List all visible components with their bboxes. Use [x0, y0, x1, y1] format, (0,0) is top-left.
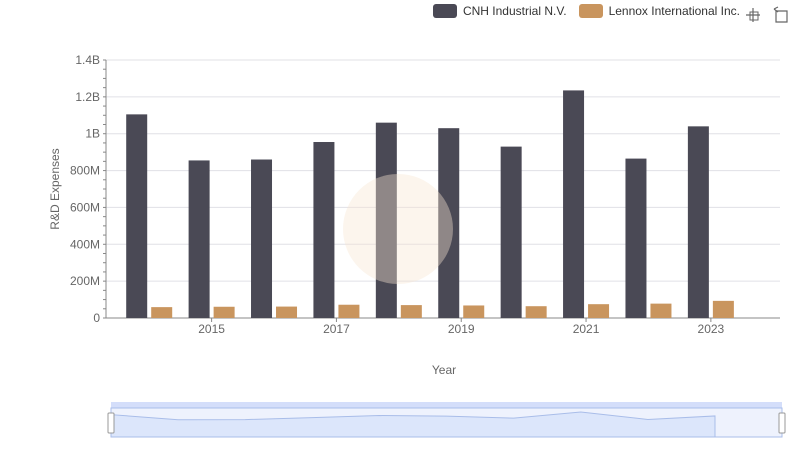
legend-item-cnh[interactable]: CNH Industrial N.V.: [432, 4, 567, 18]
zoom-crosshair-icon[interactable]: [744, 6, 762, 24]
y-tick-label: 1.2B: [75, 90, 100, 104]
bar-cnh[interactable]: [500, 146, 522, 318]
zoom-handle-right[interactable]: [778, 412, 786, 434]
bar-lennox[interactable]: [338, 304, 360, 318]
x-tick-label: 2023: [698, 322, 725, 336]
x-axis-label: Year: [432, 363, 456, 377]
y-tick-label: 1B: [85, 127, 100, 141]
y-tick-label: 400M: [70, 237, 100, 251]
x-tick-label: 2021: [573, 322, 600, 336]
bar-cnh[interactable]: [687, 126, 709, 318]
bar-lennox[interactable]: [588, 304, 610, 318]
bar-cnh[interactable]: [188, 160, 210, 318]
legend-swatch-lennox: [578, 4, 603, 18]
bar-cnh[interactable]: [126, 114, 148, 318]
y-tick-label: 1.4B: [75, 53, 100, 67]
zoom-handle-bar[interactable]: [111, 402, 782, 408]
y-tick-label: 800M: [70, 164, 100, 178]
y-tick-label: 0: [93, 311, 100, 325]
bar-lennox[interactable]: [213, 306, 235, 318]
watermark-logo: [343, 174, 453, 284]
chart-toolbar: [744, 6, 790, 24]
restore-icon[interactable]: [772, 6, 790, 24]
y-tick-label: 600M: [70, 200, 100, 214]
zoom-handle-left[interactable]: [107, 412, 115, 434]
x-tick-label: 2017: [323, 322, 350, 336]
bar-cnh[interactable]: [438, 128, 460, 318]
y-axis-label: R&D Expenses: [48, 148, 62, 229]
bar-cnh[interactable]: [563, 90, 585, 319]
bar-lennox[interactable]: [151, 307, 173, 318]
bar-lennox[interactable]: [712, 300, 734, 318]
bar-cnh[interactable]: [625, 158, 647, 318]
x-tick-label: 2019: [448, 322, 475, 336]
bar-lennox[interactable]: [400, 305, 422, 318]
bar-cnh[interactable]: [313, 142, 335, 318]
legend-label-cnh: CNH Industrial N.V.: [462, 4, 567, 18]
bar-cnh[interactable]: [251, 159, 273, 318]
bar-lennox[interactable]: [276, 306, 298, 318]
bar-lennox[interactable]: [650, 303, 672, 318]
bar-lennox[interactable]: [525, 306, 547, 318]
legend-swatch-cnh: [432, 4, 457, 18]
x-tick-label: 2015: [198, 322, 225, 336]
legend-item-lennox[interactable]: Lennox International Inc.: [578, 4, 740, 18]
bar-lennox[interactable]: [463, 305, 485, 318]
y-tick-label: 200M: [70, 274, 100, 288]
bar-cnh[interactable]: [375, 122, 397, 319]
legend-label-lennox: Lennox International Inc.: [608, 4, 740, 18]
legend: CNH Industrial N.V. Lennox International…: [432, 4, 740, 18]
zoom-overview-area: [110, 411, 716, 438]
